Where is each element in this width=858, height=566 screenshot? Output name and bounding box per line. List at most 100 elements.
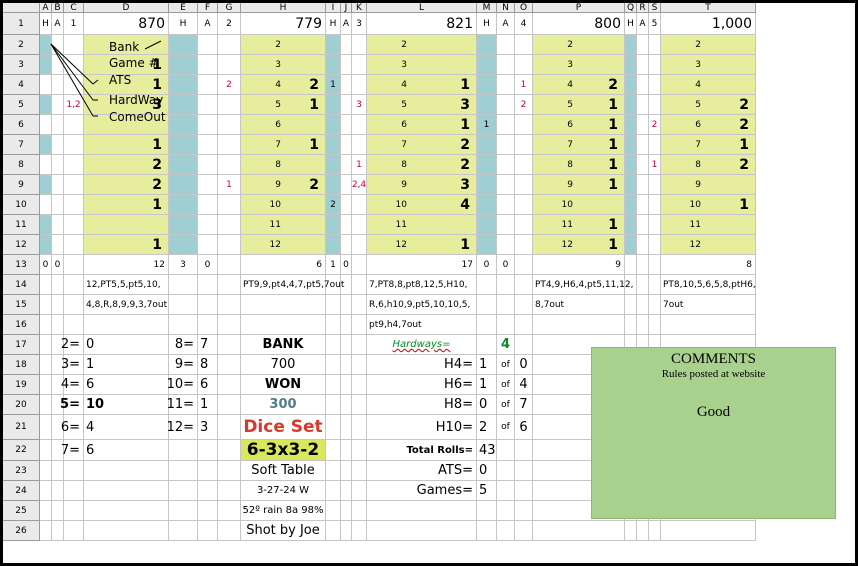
column-header-e[interactable]: E [169,3,198,13]
cell[interactable] [169,155,198,175]
row-header-10[interactable]: 10 [3,195,40,215]
cell[interactable] [649,35,661,55]
game-1-rolls-line1[interactable]: 12,PT5,5,pt5,10, [84,275,169,295]
cell[interactable] [341,295,352,315]
cell[interactable] [40,335,52,355]
cell[interactable] [326,315,341,335]
cell[interactable] [218,135,241,155]
column-header-i[interactable]: I [326,3,341,13]
row-header-18[interactable]: 18 [3,355,40,375]
hardway-value-H8[interactable]: 0 [477,395,497,415]
cell[interactable] [497,35,515,55]
cell[interactable] [625,175,637,195]
cell[interactable] [52,175,64,195]
column-header-k[interactable]: K [352,3,367,13]
cell[interactable] [341,521,352,541]
cell[interactable] [52,335,64,355]
cell[interactable] [218,195,241,215]
cell[interactable] [515,135,533,155]
dice-set-value[interactable]: 6-3x3-2 [241,440,326,461]
cell[interactable] [341,375,352,395]
cell[interactable] [649,55,661,75]
game-1-a-label[interactable]: A [52,13,64,35]
column-header-r[interactable]: R [637,3,649,13]
total-rolls-label[interactable]: Total Rolls= [367,440,477,461]
cell[interactable] [515,195,533,215]
cell[interactable] [40,215,52,235]
roll-count-value-6[interactable]: 4 [84,415,169,440]
cell[interactable] [515,255,533,275]
cell[interactable] [169,235,198,255]
cell[interactable] [169,75,198,95]
game-4-comeout2[interactable]: 2 [515,95,533,115]
cell[interactable] [515,235,533,255]
cell[interactable] [497,135,515,155]
cell[interactable] [52,215,64,235]
cell[interactable] [637,195,649,215]
game-3-bank[interactable]: 821 [367,13,477,35]
game-5-bank[interactable]: 1,000 [661,13,756,35]
cell[interactable] [637,215,649,235]
cell[interactable] [326,175,341,195]
game-3-rolls-line1[interactable]: 7,PT8,8,pt8,12,5,H10, [367,275,477,295]
cell[interactable] [477,55,497,75]
cell[interactable] [497,235,515,255]
cell[interactable] [341,315,352,335]
hardway-of[interactable]: of [497,415,515,440]
cell[interactable] [477,235,497,255]
cell[interactable] [218,55,241,75]
cell[interactable] [649,175,661,195]
cell[interactable] [341,461,352,481]
cell[interactable] [84,481,169,501]
cell[interactable] [40,521,52,541]
game-2-a-label[interactable]: A [198,13,218,35]
game-4-rolls-line1[interactable]: PT4,9,H6,4,pt5,11,12, [533,275,634,295]
roll-count-value-9[interactable]: 8 [198,355,218,375]
cell[interactable] [649,275,661,295]
cell[interactable] [515,501,533,521]
cell[interactable] [64,461,84,481]
cell[interactable] [477,135,497,155]
cell[interactable] [637,95,649,115]
cell[interactable] [52,440,64,461]
cell[interactable] [64,175,84,195]
column-header-s[interactable]: S [649,3,661,13]
cell[interactable] [52,155,64,175]
cell[interactable] [198,315,218,335]
cell[interactable] [52,415,64,440]
cell[interactable] [497,521,515,541]
cell[interactable] [64,35,84,55]
column-header-a[interactable]: A [40,3,52,13]
cell[interactable] [218,95,241,115]
roll-count-value-11[interactable]: 1 [198,395,218,415]
cell[interactable] [625,521,637,541]
cell[interactable] [515,521,533,541]
cell[interactable] [649,95,661,115]
cell[interactable] [64,235,84,255]
cell[interactable] [637,115,649,135]
cell[interactable] [40,461,52,481]
cell[interactable] [515,315,533,335]
cell[interactable] [40,295,52,315]
row-header-26[interactable]: 26 [3,521,40,541]
cell[interactable] [40,35,52,55]
game-2-hard10[interactable]: 2 [326,195,341,215]
game-2-comeout[interactable]: 2 [218,75,241,95]
cell[interactable] [326,135,341,155]
cell[interactable] [341,195,352,215]
table-type[interactable]: Soft Table [241,461,326,481]
game-4-h-label[interactable]: H [477,13,497,35]
game-3-row-10[interactable]: 10 4 [367,195,477,215]
cell[interactable] [326,481,341,501]
column-header-p[interactable]: P [533,3,625,13]
hardway-key-H6[interactable]: H6= [367,375,477,395]
row-header-8[interactable]: 8 [3,155,40,175]
game-5-number[interactable]: 5 [649,13,661,35]
cell[interactable] [515,461,533,481]
cell[interactable] [637,315,649,335]
cell[interactable] [352,35,367,55]
game-2-h-label[interactable]: H [169,13,198,35]
cell[interactable] [198,195,218,215]
